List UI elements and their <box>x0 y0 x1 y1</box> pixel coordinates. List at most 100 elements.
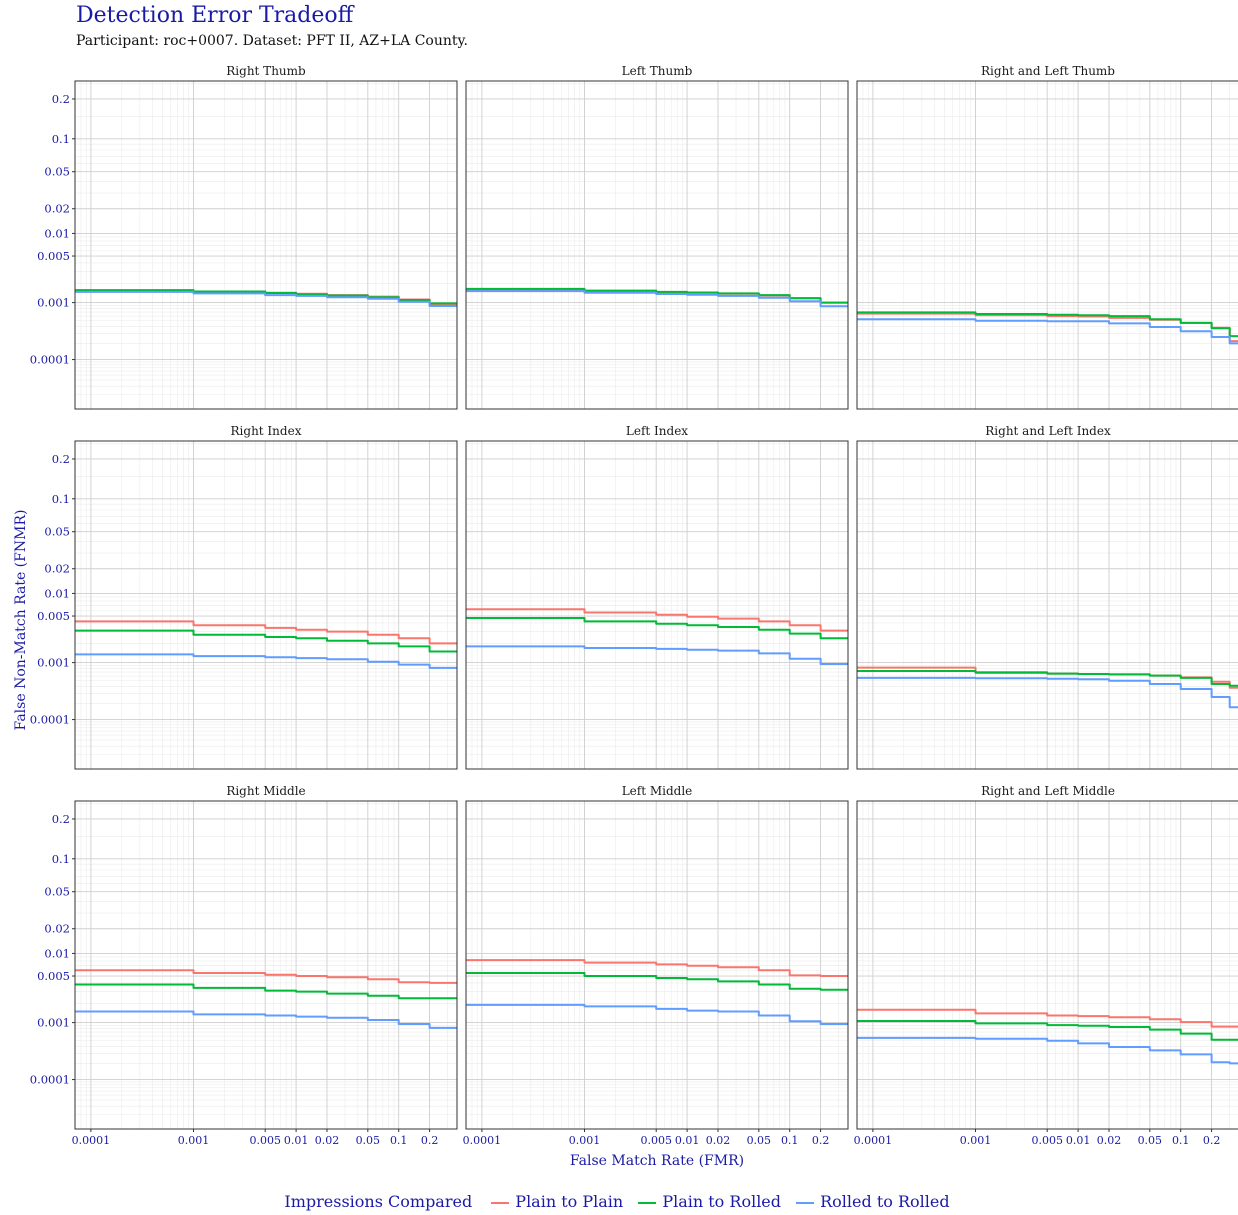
series-line-plain-to-rolled <box>466 617 848 640</box>
x-tick-label: 0.01 <box>1066 1134 1091 1147</box>
x-tick-label: 0.02 <box>706 1134 731 1147</box>
series-line-rolled-to-rolled <box>857 676 1238 709</box>
y-tick-label: 0.1 <box>52 492 70 506</box>
legend-item-rolled-to-rolled: Rolled to Rolled <box>796 1192 953 1211</box>
panel-left-middle: Left Middle 0.0001 0.001 0.005 0.01 0.02 0.05 0… <box>463 784 849 1147</box>
series-line-rolled-to-rolled <box>75 290 457 307</box>
x-tick-label: 0.001 <box>178 1134 210 1147</box>
y-tick-label: 0.001 <box>37 296 70 310</box>
legend-key-rolled-to-rolled <box>796 1201 815 1204</box>
x-tick-label: 0.01 <box>284 1134 309 1147</box>
panel-right-and-left-thumb: Right and Left Thumb <box>856 64 1238 410</box>
series-line-plain-to-rolled <box>857 311 1238 338</box>
panel-border <box>74 80 458 410</box>
chart-subtitle: Participant: roc+0007. Dataset: PFT II, … <box>76 33 469 49</box>
y-tick-label: 0.0001 <box>30 353 70 367</box>
panel-title-right-and-left-thumb: Right and Left Thumb <box>981 64 1115 78</box>
x-tick-label: 0.2 <box>1203 1134 1221 1147</box>
x-tick-label: 0.01 <box>675 1134 700 1147</box>
y-tick-label: 0.05 <box>44 165 70 179</box>
x-tick-label: 0.005 <box>1031 1134 1063 1147</box>
x-tick-label: 0.0001 <box>72 1134 111 1147</box>
x-tick-label: 0.005 <box>249 1134 281 1147</box>
series-line-plain-to-rolled <box>75 983 457 1000</box>
panel-left-thumb: Left Thumb <box>465 64 849 410</box>
x-tick-label: 0.005 <box>640 1134 672 1147</box>
y-axis-title: False Non-Match Rate (FNMR) <box>13 510 29 731</box>
y-tick-label: 0.05 <box>44 885 70 899</box>
legend-label-plain-to-rolled: Plain to Rolled <box>662 1192 782 1211</box>
y-tick-label: 0.01 <box>44 226 70 240</box>
legend-key-plain-to-plain <box>491 1201 510 1204</box>
series-line-rolled-to-rolled <box>466 290 848 308</box>
panel-border <box>465 800 849 1130</box>
panel-border <box>856 800 1238 1130</box>
y-tick-label: 0.005 <box>37 249 70 263</box>
panel-border <box>74 800 458 1130</box>
legend-item-plain-to-rolled: Plain to Rolled <box>638 1192 790 1211</box>
series-line-plain-to-rolled <box>857 1020 1238 1041</box>
panel-right-index: Right Index 0.2 0.1 0.05 0.02 0.01 0.005 0.001 0… <box>30 424 458 770</box>
series-line-plain-to-plain <box>466 608 848 632</box>
chart-title: Detection Error Tradeoff <box>76 3 354 28</box>
y-tick-label: 0.2 <box>52 452 70 466</box>
panel-title-right-middle: Right Middle <box>226 784 305 798</box>
x-tick-label: 0.2 <box>421 1134 439 1147</box>
y-tick-label: 0.005 <box>37 969 70 983</box>
panel-border <box>465 80 849 410</box>
x-tick-label: 0.05 <box>356 1134 381 1147</box>
panel-border <box>465 440 849 770</box>
y-tick-label: 0.001 <box>37 656 70 670</box>
legend-label-plain-to-plain: Plain to Plain <box>515 1192 624 1211</box>
panel-title-right-index: Right Index <box>231 424 302 438</box>
x-tick-label: 0.2 <box>812 1134 830 1147</box>
panel-border <box>856 440 1238 770</box>
panel-title-right-and-left-index: Right and Left Index <box>985 424 1111 438</box>
series-line-rolled-to-rolled <box>857 318 1238 345</box>
y-tick-label: 0.2 <box>52 92 70 106</box>
y-tick-label: 0.0001 <box>30 713 70 727</box>
panel-title-left-middle: Left Middle <box>622 784 693 798</box>
panel-title-right-and-left-middle: Right and Left Middle <box>981 784 1115 798</box>
x-tick-label: 0.1 <box>390 1134 408 1147</box>
series-line-plain-to-plain <box>466 959 848 977</box>
panel-right-thumb: Right Thumb 0.2 0.1 0.05 0.02 0.01 0.005 0.001 0… <box>30 64 458 410</box>
y-tick-label: 0.01 <box>44 946 70 960</box>
series-line-plain-to-rolled <box>466 287 848 304</box>
series-line-plain-to-rolled <box>466 972 848 991</box>
series-line-rolled-to-rolled <box>75 1010 457 1029</box>
series-line-plain-to-plain <box>75 620 457 645</box>
series-line-plain-to-plain <box>857 1008 1238 1028</box>
y-tick-label: 0.05 <box>44 525 70 539</box>
series-line-plain-to-rolled <box>857 670 1238 687</box>
x-tick-label: 0.001 <box>960 1134 992 1147</box>
x-tick-label: 0.02 <box>315 1134 340 1147</box>
panel-border <box>856 80 1238 410</box>
x-tick-label: 0.001 <box>569 1134 601 1147</box>
y-tick-label: 0.01 <box>44 586 70 600</box>
y-tick-label: 0.02 <box>44 202 70 216</box>
panel-title-left-thumb: Left Thumb <box>622 64 693 78</box>
y-tick-label: 0.02 <box>44 562 70 576</box>
panel-right-and-left-index: Right and Left Index <box>856 424 1238 770</box>
y-tick-label: 0.1 <box>52 132 70 146</box>
x-tick-label: 0.02 <box>1097 1134 1122 1147</box>
x-tick-label: 0.0001 <box>463 1134 502 1147</box>
series-line-rolled-to-rolled <box>75 653 457 669</box>
series-line-rolled-to-rolled <box>466 1003 848 1025</box>
legend-item-plain-to-plain: Plain to Plain <box>491 1192 632 1211</box>
x-tick-label: 0.0001 <box>854 1134 893 1147</box>
y-tick-label: 0.02 <box>44 922 70 936</box>
x-tick-label: 0.05 <box>1138 1134 1163 1147</box>
series-line-plain-to-rolled <box>75 629 457 653</box>
panel-left-index: Left Index <box>465 424 849 770</box>
panel-title-left-index: Left Index <box>626 424 688 438</box>
y-tick-label: 0.2 <box>52 812 70 826</box>
x-tick-label: 0.05 <box>747 1134 772 1147</box>
x-tick-label: 0.1 <box>781 1134 799 1147</box>
x-axis-title: False Match Rate (FMR) <box>570 1153 744 1169</box>
series-line-plain-to-plain <box>75 969 457 984</box>
legend-label-rolled-to-rolled: Rolled to Rolled <box>820 1192 950 1211</box>
